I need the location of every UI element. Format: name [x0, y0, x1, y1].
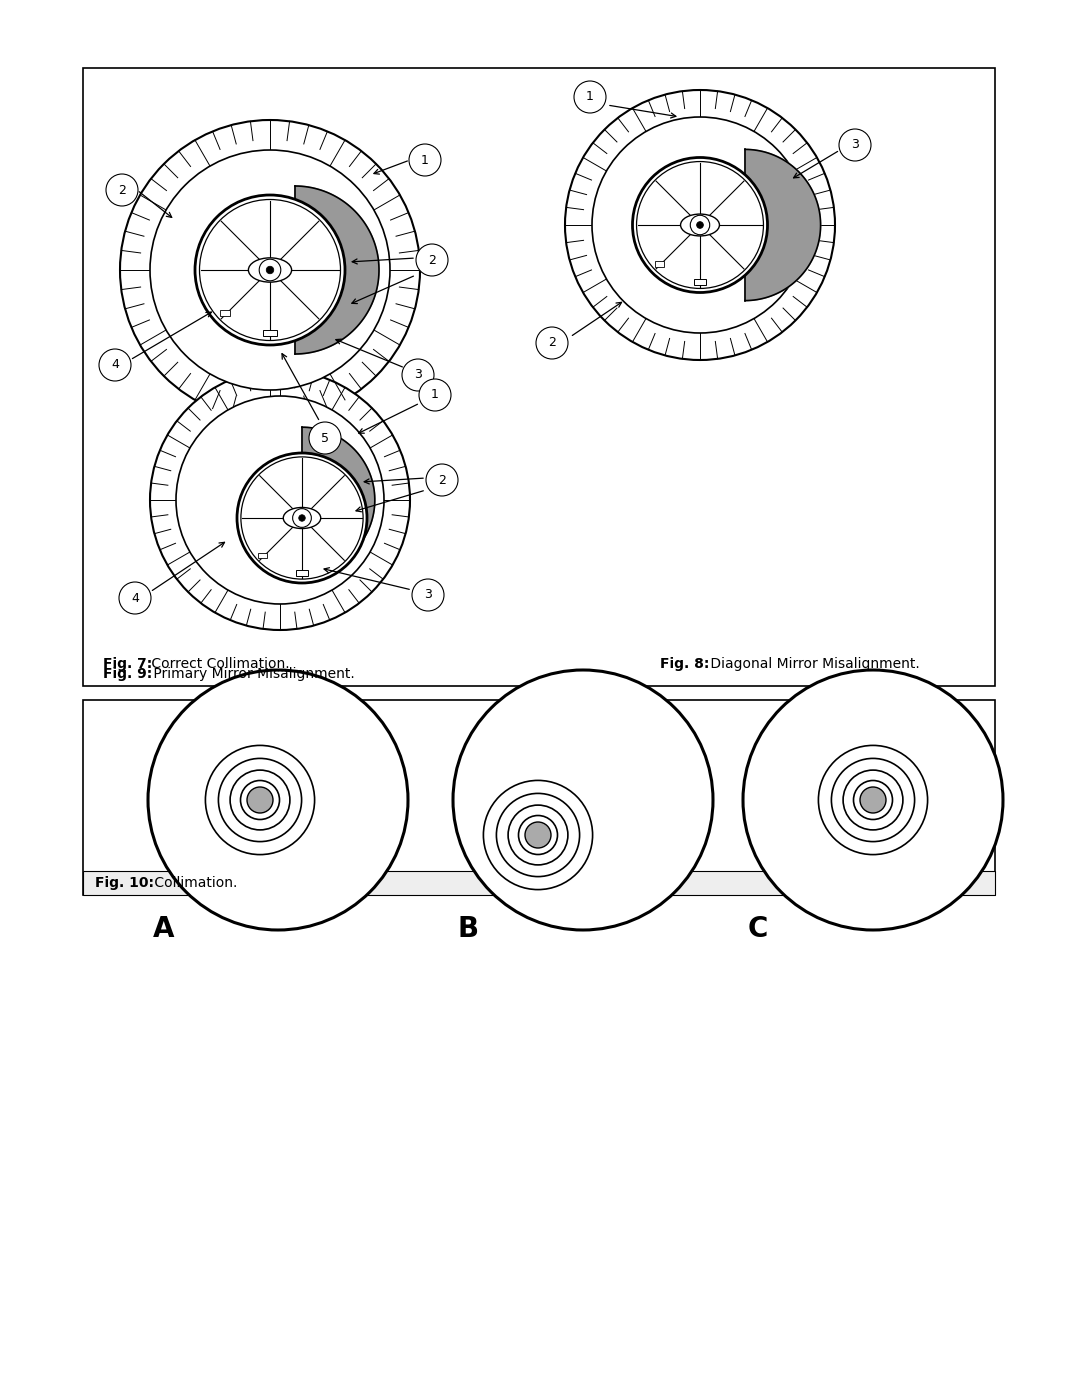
Bar	[296, 570, 308, 576]
Text: Fig. 9:: Fig. 9:	[103, 666, 152, 680]
Text: 4: 4	[131, 591, 139, 605]
Text: 5: 5	[321, 432, 329, 444]
Circle shape	[267, 267, 274, 274]
Polygon shape	[302, 427, 375, 573]
Text: 3: 3	[851, 138, 859, 151]
Circle shape	[237, 453, 367, 583]
Text: Fig. 8:: Fig. 8:	[660, 657, 710, 671]
Circle shape	[205, 746, 314, 855]
Circle shape	[690, 215, 710, 235]
Bar	[264, 330, 276, 337]
Circle shape	[259, 260, 281, 281]
Bar	[83, 870, 995, 895]
Circle shape	[106, 175, 138, 205]
Text: Correct Collimation.: Correct Collimation.	[147, 657, 289, 671]
Circle shape	[525, 821, 551, 848]
Text: Fig. 10:: Fig. 10:	[95, 876, 154, 890]
Text: 3: 3	[424, 588, 432, 602]
Text: 2: 2	[548, 337, 556, 349]
Circle shape	[843, 770, 903, 830]
Circle shape	[411, 578, 444, 610]
Circle shape	[120, 120, 420, 420]
Text: 1: 1	[586, 91, 594, 103]
Circle shape	[573, 81, 606, 113]
Circle shape	[241, 781, 280, 820]
Circle shape	[200, 200, 340, 341]
Circle shape	[697, 222, 703, 228]
Circle shape	[508, 805, 568, 865]
Text: Fig. 7:: Fig. 7:	[103, 657, 152, 671]
Circle shape	[247, 787, 273, 813]
Bar	[694, 278, 706, 285]
Circle shape	[293, 509, 311, 527]
Circle shape	[195, 196, 345, 345]
Circle shape	[536, 327, 568, 359]
Bar	[219, 310, 230, 316]
Circle shape	[426, 464, 458, 496]
Circle shape	[743, 671, 1003, 930]
Circle shape	[119, 583, 151, 615]
Text: 1: 1	[421, 154, 429, 166]
Circle shape	[176, 395, 384, 604]
Text: 3: 3	[414, 369, 422, 381]
Polygon shape	[295, 186, 379, 353]
Text: A: A	[153, 915, 175, 943]
Circle shape	[402, 359, 434, 391]
Text: 2: 2	[118, 183, 126, 197]
Circle shape	[565, 89, 835, 360]
Text: Diagonal Mirror Misalignment.: Diagonal Mirror Misalignment.	[706, 657, 920, 671]
Circle shape	[853, 781, 892, 820]
Circle shape	[592, 117, 808, 332]
Text: 1: 1	[431, 388, 438, 401]
Circle shape	[518, 816, 557, 855]
Polygon shape	[745, 149, 821, 300]
Circle shape	[419, 379, 451, 411]
Text: Primary Mirror Misalignment.: Primary Mirror Misalignment.	[149, 666, 354, 680]
Text: 2: 2	[438, 474, 446, 486]
Text: B: B	[458, 915, 480, 943]
Circle shape	[839, 129, 870, 161]
Circle shape	[150, 149, 390, 390]
Circle shape	[416, 244, 448, 277]
Circle shape	[633, 158, 768, 292]
Circle shape	[241, 457, 363, 580]
Ellipse shape	[680, 214, 719, 236]
Circle shape	[409, 144, 441, 176]
Ellipse shape	[248, 258, 292, 282]
Circle shape	[832, 759, 915, 841]
Bar	[258, 553, 268, 557]
Circle shape	[453, 671, 713, 930]
Text: C: C	[748, 915, 768, 943]
Text: 4: 4	[111, 359, 119, 372]
Circle shape	[309, 422, 341, 454]
Circle shape	[218, 759, 301, 841]
Text: 2: 2	[428, 253, 436, 267]
Circle shape	[99, 349, 131, 381]
Circle shape	[497, 793, 580, 876]
Circle shape	[230, 770, 289, 830]
Circle shape	[299, 514, 306, 521]
Circle shape	[484, 781, 593, 890]
Bar	[654, 261, 664, 267]
Ellipse shape	[283, 507, 321, 528]
Bar	[83, 68, 995, 686]
Bar	[83, 700, 995, 895]
Circle shape	[860, 787, 886, 813]
Circle shape	[148, 671, 408, 930]
Circle shape	[150, 370, 410, 630]
Circle shape	[636, 162, 764, 288]
Text: Collimation.: Collimation.	[150, 876, 238, 890]
Circle shape	[819, 746, 928, 855]
